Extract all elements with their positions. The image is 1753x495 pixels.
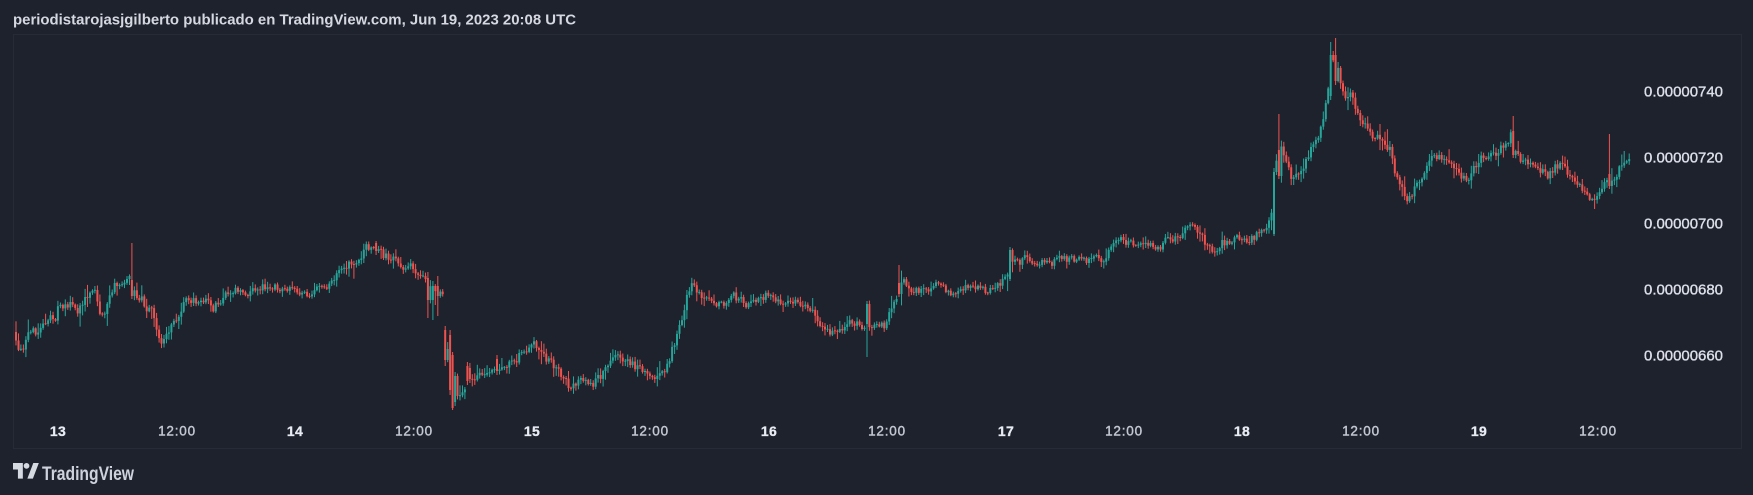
svg-text:0.00000740: 0.00000740 xyxy=(1644,85,1723,101)
svg-text:0.00000700: 0.00000700 xyxy=(1644,217,1723,233)
svg-text:0.00000680: 0.00000680 xyxy=(1644,283,1723,299)
svg-text:0.00000720: 0.00000720 xyxy=(1644,151,1723,167)
svg-text:TradingView: TradingView xyxy=(42,464,134,485)
svg-text:periodistarojasjgilberto publi: periodistarojasjgilberto publicado en Tr… xyxy=(13,13,577,29)
svg-text:0.00000660: 0.00000660 xyxy=(1644,349,1723,365)
